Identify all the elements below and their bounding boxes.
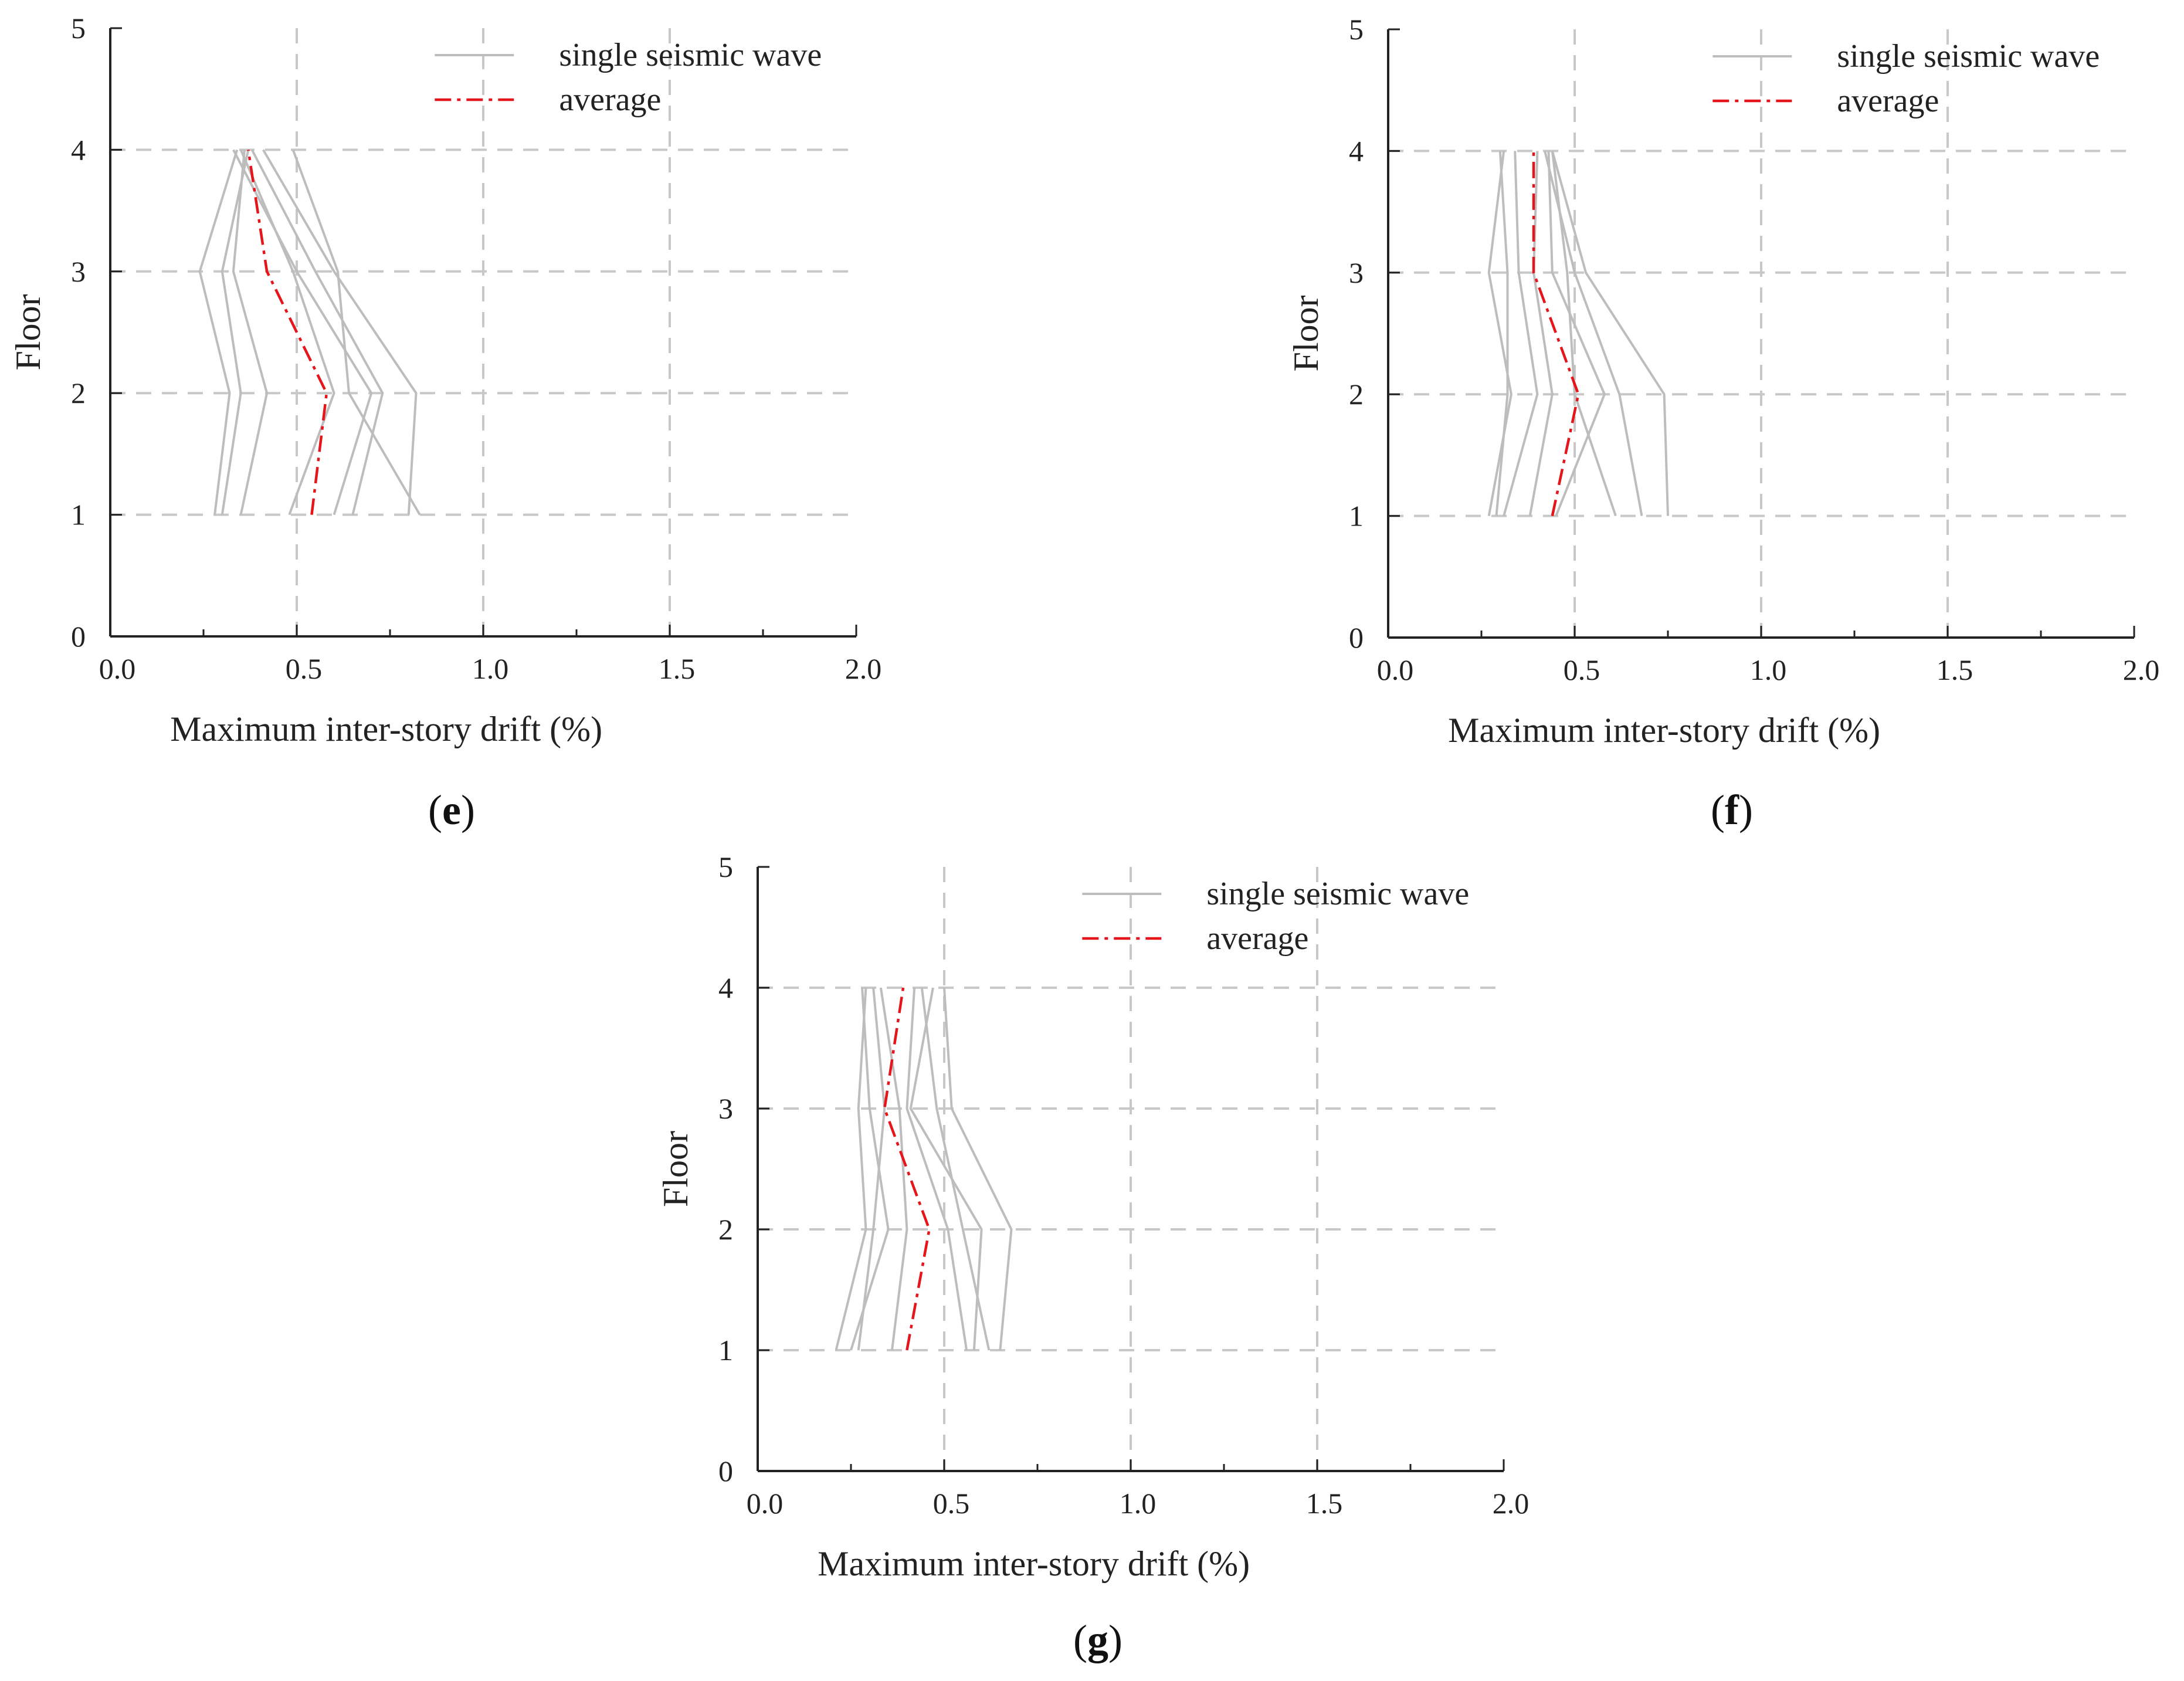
y-tick-label: 3 [1349,256,1364,289]
legend-average-label: average [1206,920,1308,957]
seismic-wave-line-1 [1487,151,1512,516]
panel-label: (f) [1711,787,1753,833]
legend-average-label: average [1837,83,1939,119]
x-tick-label: 2.0 [845,652,882,685]
legend-average-label: average [559,82,661,118]
y-tick-label: 1 [718,1334,733,1367]
legend: single seismic wave average [435,37,822,118]
seismic-wave-line-6 [250,149,384,516]
seismic-wave-line-3 [232,150,269,516]
x-tick-label: 0.5 [286,652,323,685]
y-tick-label: 4 [71,133,86,166]
y-tick-label: 1 [1349,500,1364,533]
seismic-wave-line-8 [943,987,1013,1351]
y-tick-label: 0 [718,1455,733,1487]
x-tick-label: 2.0 [1493,1487,1530,1520]
seismic-wave-line-7 [1544,150,1643,516]
seismic-wave-line-7 [920,987,991,1351]
panel-label: (g) [1073,1616,1122,1663]
x-tick-label: 0.0 [1377,653,1414,686]
seismic-wave-line-8 [291,149,421,516]
x-tick-label: 0.5 [933,1487,970,1520]
chart-panel-e: 0.0 0.5 1.0 1.5 2.0 0 1 2 3 4 5 Maximum inter-story… [9,12,881,833]
y-tick-label: 5 [71,12,86,45]
seismic-wave-line-5 [232,149,373,516]
y-axis-title: Floor [1287,295,1325,371]
seismic-wave-line-1 [835,987,867,1351]
seismic-wave-line-5 [1547,151,1606,517]
chart-panel-g: 0.0 0.5 1.0 1.5 2.0 0 1 2 3 4 5 Maximum inter-story… [656,850,1529,1663]
seismic-wave-line-4 [879,987,908,1351]
y-tick-label: 4 [718,971,733,1004]
x-tick-label: 1.0 [472,652,509,685]
x-tick-label: 1.5 [1937,653,1973,686]
x-tick-label: 0.5 [1564,653,1600,686]
seismic-wave-line-5 [906,987,968,1351]
panel-label-letter: f [1725,787,1739,833]
x-axis-title: Maximum inter-story drift (%) [818,1544,1250,1583]
y-tick-label: 0 [71,620,86,653]
y-axis-title: Floor [9,294,48,370]
y-tick-label: 5 [1349,13,1364,46]
seismic-wave-line-2 [221,149,250,515]
chart-panel-f: 0.0 0.5 1.0 1.5 2.0 0 1 2 3 4 5 Maximum inter-story… [1287,13,2159,833]
x-axis-title: Maximum inter-story drift (%) [1448,711,1880,750]
x-tick-label: 0.0 [99,652,136,685]
seismic-wave-line-8 [1551,150,1669,516]
panel-label-letter: e [442,787,461,833]
panel-label-letter: g [1087,1616,1108,1663]
seismic-wave-line-4 [1528,151,1554,516]
seismic-wave-line-2 [850,987,890,1351]
seismic-wave-line-2 [1495,151,1509,516]
x-tick-label: 1.0 [1120,1487,1157,1520]
y-axis-title: Floor [656,1131,695,1207]
y-tick-label: 2 [71,377,86,409]
seismic-wave-line-1 [198,149,239,515]
seismic-wave-line-3 [857,987,886,1351]
y-tick-label: 1 [71,499,86,531]
x-tick-label: 1.0 [1750,653,1787,686]
y-tick-label: 2 [1349,378,1364,411]
legend: single seismic wave average [1082,876,1469,957]
seismic-wave-line-3 [1503,151,1539,517]
legend-wave-label: single seismic wave [559,37,822,73]
x-tick-label: 2.0 [2123,653,2160,686]
seismic-wave-line-6 [909,987,983,1351]
panel-label: (e) [428,787,475,833]
average-line [247,150,328,515]
legend-wave-label: single seismic wave [1837,38,2100,74]
legend: single seismic wave average [1712,38,2100,119]
y-tick-label: 4 [1349,134,1364,167]
y-tick-label: 5 [718,850,733,883]
x-tick-label: 1.5 [1306,1487,1343,1520]
y-tick-label: 3 [71,255,86,288]
y-tick-label: 2 [718,1213,733,1246]
x-tick-label: 0.0 [747,1487,784,1520]
seismic-wave-line-6 [1551,151,1617,517]
legend-wave-label: single seismic wave [1206,876,1469,912]
y-tick-label: 3 [718,1092,733,1125]
x-tick-label: 1.5 [659,652,696,685]
seismic-wave-line-7 [262,149,418,515]
x-axis-title: Maximum inter-story drift (%) [170,710,602,748]
seismic-wave-line-4 [239,149,335,516]
y-tick-label: 0 [1349,621,1364,654]
